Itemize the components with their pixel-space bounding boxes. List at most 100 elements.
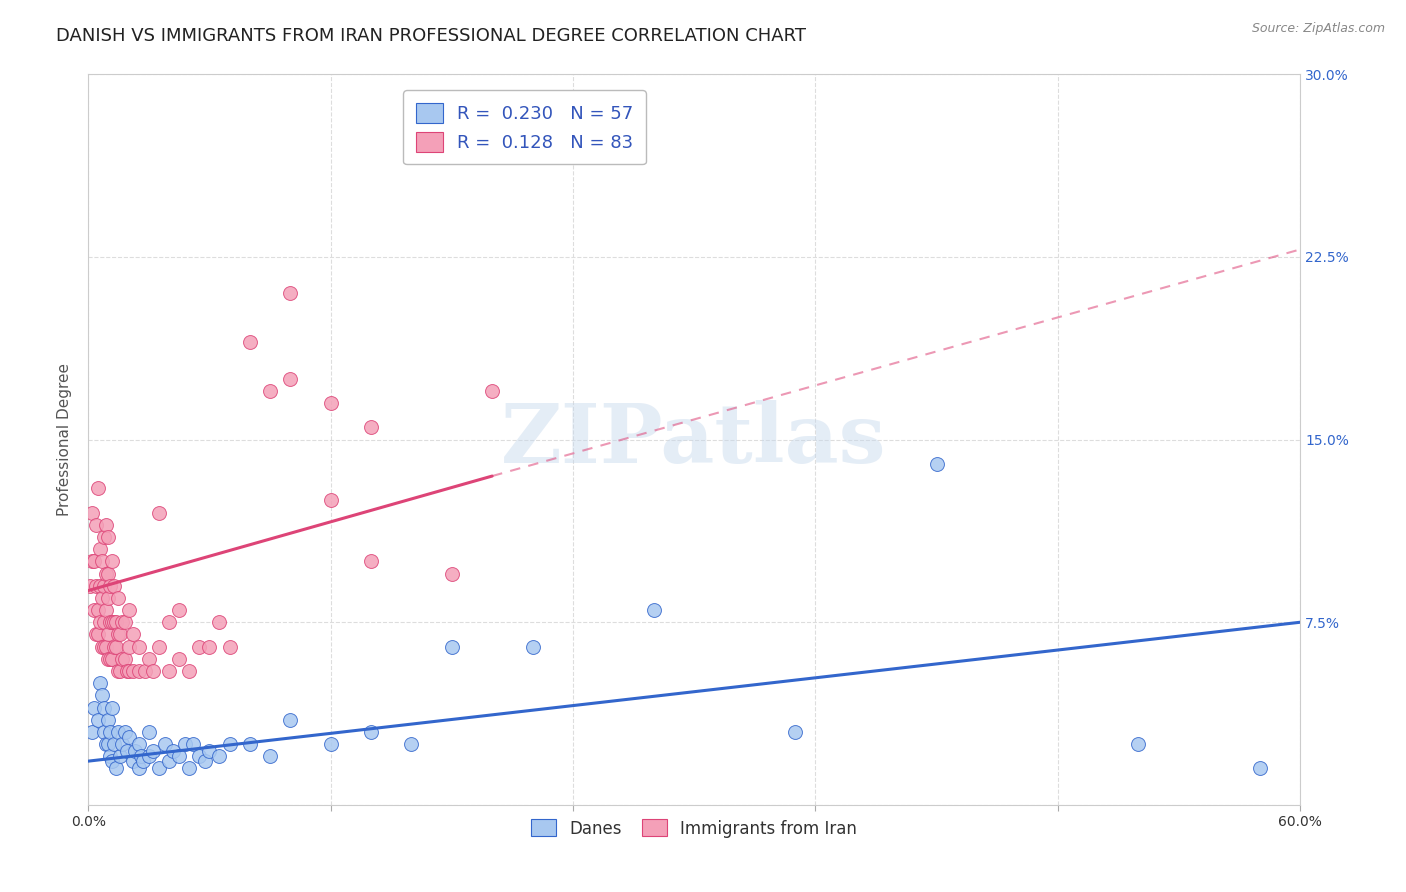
Point <box>153 737 176 751</box>
Point <box>107 591 129 605</box>
Point <box>83 554 105 568</box>
Point <box>188 749 211 764</box>
Point <box>93 530 115 544</box>
Y-axis label: Professional Degree: Professional Degree <box>58 363 72 516</box>
Point <box>131 754 153 768</box>
Text: ZIPatlas: ZIPatlas <box>502 400 887 480</box>
Point <box>128 640 150 654</box>
Point <box>319 493 342 508</box>
Point <box>117 730 139 744</box>
Point <box>97 566 120 581</box>
Point <box>181 737 204 751</box>
Point <box>162 744 184 758</box>
Point <box>114 615 136 630</box>
Point <box>89 676 111 690</box>
Point <box>91 640 114 654</box>
Point <box>89 542 111 557</box>
Point <box>114 652 136 666</box>
Point <box>319 396 342 410</box>
Point <box>82 725 104 739</box>
Point <box>97 713 120 727</box>
Point <box>785 725 807 739</box>
Point <box>925 457 948 471</box>
Text: Source: ZipAtlas.com: Source: ZipAtlas.com <box>1251 22 1385 36</box>
Point <box>134 664 156 678</box>
Point <box>93 579 115 593</box>
Point <box>82 506 104 520</box>
Point <box>259 384 281 398</box>
Point <box>96 517 118 532</box>
Point <box>97 737 120 751</box>
Point <box>107 725 129 739</box>
Point <box>401 103 423 118</box>
Text: DANISH VS IMMIGRANTS FROM IRAN PROFESSIONAL DEGREE CORRELATION CHART: DANISH VS IMMIGRANTS FROM IRAN PROFESSIO… <box>56 27 806 45</box>
Point <box>121 664 143 678</box>
Point <box>115 664 138 678</box>
Point <box>440 566 463 581</box>
Point <box>117 603 139 617</box>
Point <box>179 664 201 678</box>
Point <box>278 713 301 727</box>
Point <box>103 579 125 593</box>
Point <box>114 725 136 739</box>
Point <box>157 615 180 630</box>
Point <box>87 481 110 495</box>
Point <box>121 754 143 768</box>
Point <box>319 737 342 751</box>
Point <box>93 615 115 630</box>
Point <box>259 749 281 764</box>
Point <box>188 640 211 654</box>
Point <box>83 700 105 714</box>
Point <box>208 615 231 630</box>
Point <box>96 603 118 617</box>
Point <box>87 713 110 727</box>
Point <box>278 286 301 301</box>
Legend: Danes, Immigrants from Iran: Danes, Immigrants from Iran <box>524 813 863 844</box>
Point <box>83 603 105 617</box>
Point <box>179 762 201 776</box>
Point <box>101 754 124 768</box>
Point <box>87 603 110 617</box>
Point <box>157 754 180 768</box>
Point <box>103 615 125 630</box>
Point <box>103 640 125 654</box>
Point <box>1128 737 1150 751</box>
Point <box>174 737 197 751</box>
Point <box>167 749 190 764</box>
Point <box>97 627 120 641</box>
Point <box>128 762 150 776</box>
Point <box>89 579 111 593</box>
Point <box>93 640 115 654</box>
Point <box>218 737 240 751</box>
Point <box>360 554 382 568</box>
Point <box>84 627 107 641</box>
Point <box>93 725 115 739</box>
Point <box>91 554 114 568</box>
Point <box>142 664 165 678</box>
Point <box>79 579 101 593</box>
Point <box>96 640 118 654</box>
Point <box>97 591 120 605</box>
Point <box>93 700 115 714</box>
Point <box>128 737 150 751</box>
Point <box>84 517 107 532</box>
Point <box>105 762 128 776</box>
Point <box>124 744 146 758</box>
Point <box>101 554 124 568</box>
Point <box>148 506 170 520</box>
Point <box>148 762 170 776</box>
Point <box>194 754 217 768</box>
Point <box>101 700 124 714</box>
Point <box>89 615 111 630</box>
Point <box>198 744 221 758</box>
Point <box>117 640 139 654</box>
Point <box>91 591 114 605</box>
Point <box>128 664 150 678</box>
Point <box>97 530 120 544</box>
Point <box>98 615 121 630</box>
Point <box>481 384 503 398</box>
Point <box>138 652 160 666</box>
Point <box>84 579 107 593</box>
Point <box>157 664 180 678</box>
Point <box>98 579 121 593</box>
